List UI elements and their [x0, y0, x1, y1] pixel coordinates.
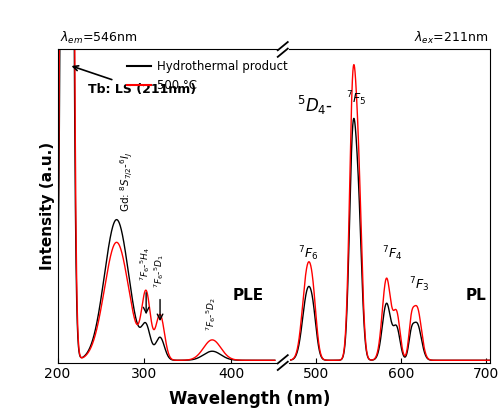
Text: $^7F_5$: $^7F_5$	[346, 90, 366, 108]
Text: $^7F_6$: $^7F_6$	[298, 244, 318, 263]
Y-axis label: Intensity (a.u.): Intensity (a.u.)	[40, 142, 54, 270]
Text: $^5D_4$-: $^5D_4$-	[297, 94, 333, 117]
Legend: Hydrothermal product, 500 °C: Hydrothermal product, 500 °C	[122, 55, 292, 97]
Text: Wavelength (nm): Wavelength (nm)	[170, 390, 330, 408]
Text: Tb: LS (211nm): Tb: LS (211nm)	[73, 66, 196, 96]
Text: $^7F_6$-$^5D_1$: $^7F_6$-$^5D_1$	[152, 254, 166, 288]
Text: $^7F_3$: $^7F_3$	[408, 276, 429, 295]
Text: $^7F_6$-$^5D_2$: $^7F_6$-$^5D_2$	[204, 297, 218, 331]
Text: Gd: $^8S_{7/2}$-$^6I_J$: Gd: $^8S_{7/2}$-$^6I_J$	[119, 152, 135, 212]
Text: $\lambda_{em}$=546nm: $\lambda_{em}$=546nm	[60, 30, 137, 46]
Text: $\lambda_{ex}$=211nm: $\lambda_{ex}$=211nm	[414, 30, 488, 46]
Text: PLE: PLE	[232, 288, 264, 303]
Text: $^7F_4$: $^7F_4$	[382, 244, 402, 263]
Text: $^7F_6$-$^5H_4$: $^7F_6$-$^5H_4$	[138, 247, 152, 281]
Text: PL: PL	[466, 288, 486, 303]
